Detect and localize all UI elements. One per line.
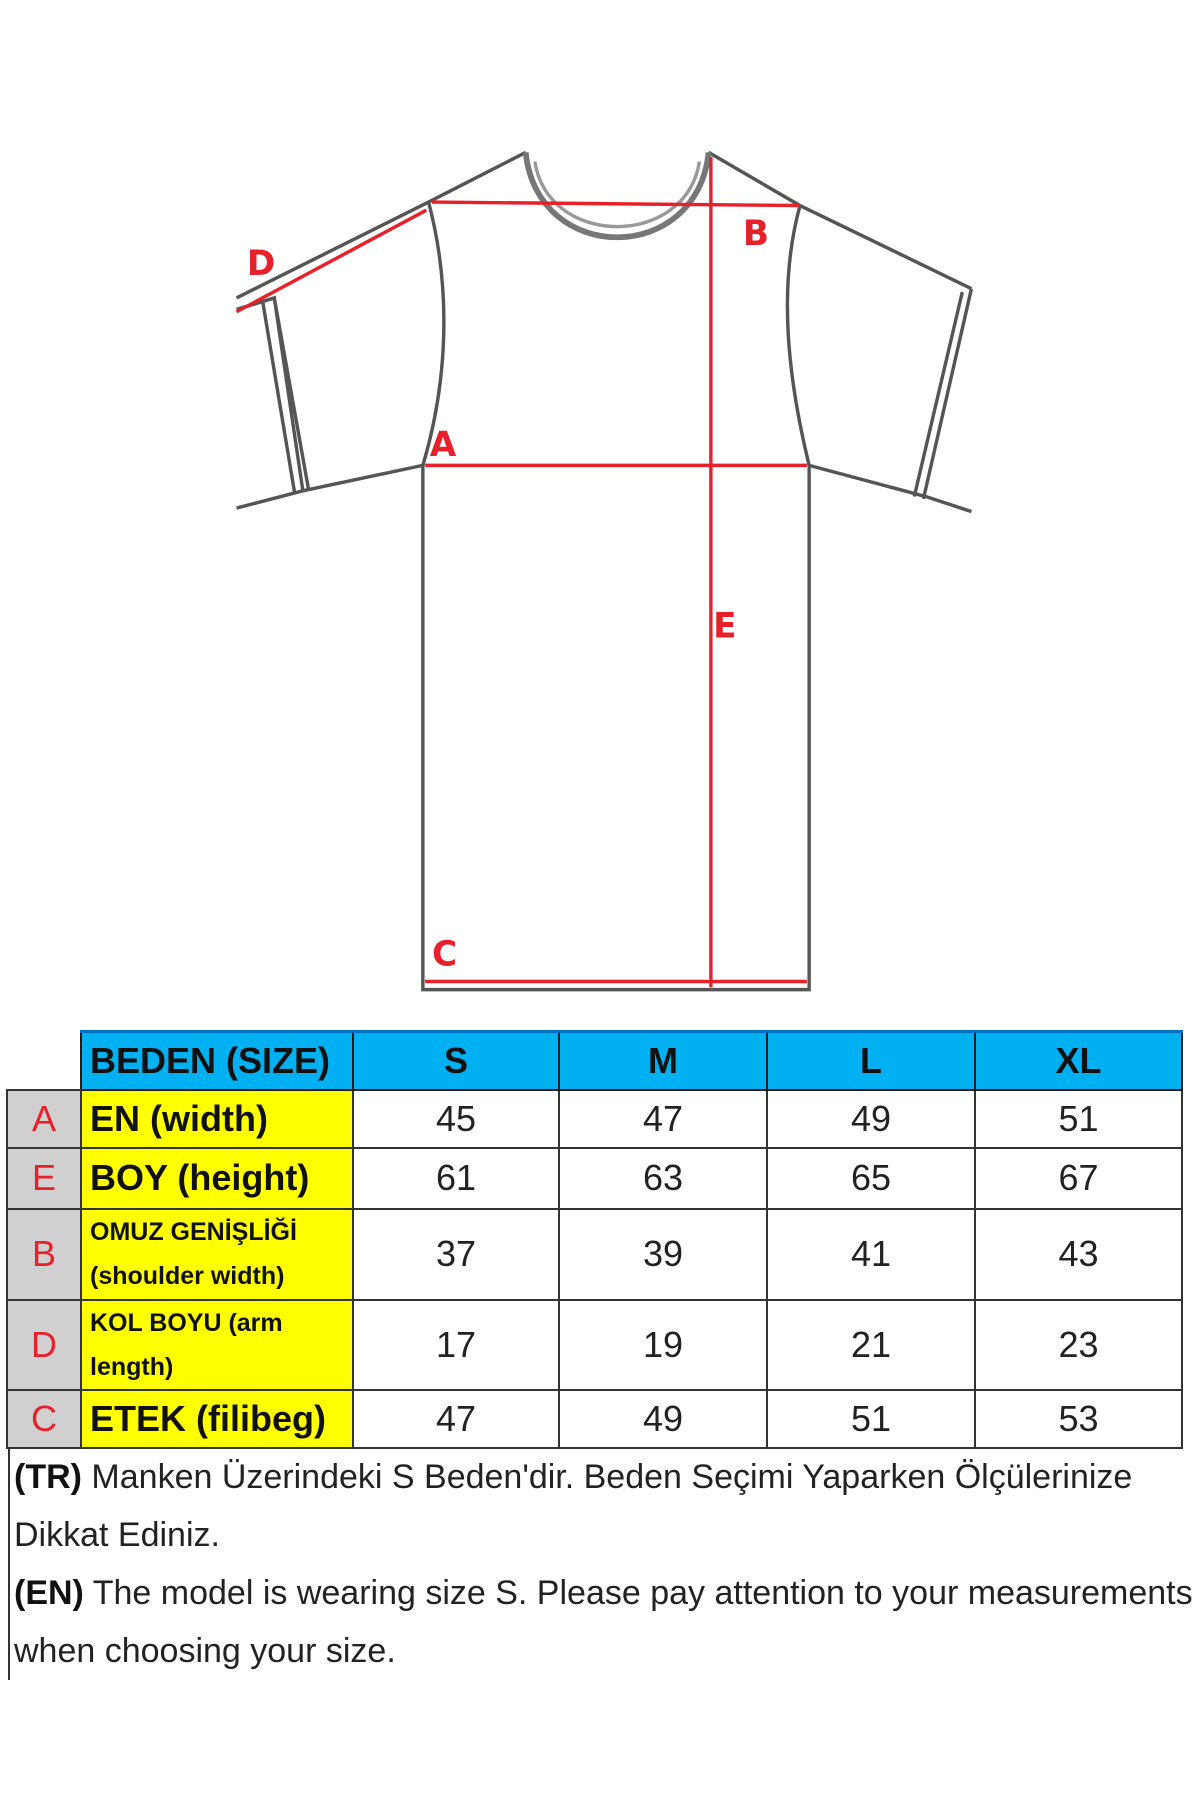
size-header-l: L: [766, 1030, 976, 1091]
cell: 19: [558, 1298, 768, 1391]
label-b: B: [743, 214, 769, 254]
cell: 63: [558, 1146, 768, 1210]
row-letter: B: [6, 1207, 82, 1301]
cell: 43: [974, 1207, 1183, 1301]
cell: 39: [558, 1207, 768, 1301]
cell: 51: [766, 1388, 976, 1449]
cell: 17: [352, 1298, 560, 1391]
row-label: BOY (height): [80, 1146, 354, 1210]
blank-cell: [7, 1031, 81, 1091]
row-letter: C: [6, 1388, 82, 1449]
label-a: A: [430, 425, 457, 465]
label-e: E: [713, 606, 736, 646]
label-c: C: [432, 934, 457, 974]
cell: 47: [558, 1088, 768, 1149]
note-en: (EN) The model is wearing size S. Please…: [14, 1564, 1194, 1680]
size-header-label: BEDEN (SIZE): [80, 1030, 354, 1091]
row-label: KOL BOYU (arm length): [80, 1298, 354, 1391]
table-row: D KOL BOYU (arm length) 17 19 21 23: [6, 1298, 1183, 1391]
row-label: OMUZ GENİŞLİĞİ (shoulder width): [80, 1207, 354, 1301]
note-en-tag: (EN): [14, 1574, 84, 1612]
row-label: EN (width): [80, 1088, 354, 1149]
cell: 21: [766, 1298, 976, 1391]
note-tr-text: Manken Üzerindeki S Beden'dir. Beden Seç…: [14, 1458, 1133, 1554]
cell: 67: [974, 1146, 1183, 1210]
row-letter: A: [6, 1088, 82, 1149]
cell: 49: [766, 1088, 976, 1149]
measurement-lines: [235, 157, 807, 988]
note-tr: (TR) Manken Üzerindeki S Beden'dir. Bede…: [14, 1448, 1194, 1564]
cell: 23: [974, 1298, 1183, 1391]
cell: 51: [974, 1088, 1183, 1149]
note-en-text: The model is wearing size S. Please pay …: [14, 1574, 1193, 1670]
row-letter: E: [6, 1146, 82, 1210]
cell: 47: [352, 1388, 560, 1449]
header-row: BEDEN (SIZE) S M L XL: [7, 1030, 1183, 1091]
row-letter: D: [6, 1298, 82, 1391]
cell: 41: [766, 1207, 976, 1301]
tshirt-measurement-diagram: B D A E C: [235, 150, 974, 992]
note-tr-tag: (TR): [14, 1458, 82, 1496]
cell: 49: [558, 1388, 768, 1449]
size-chart-table: BEDEN (SIZE) S M L XL A EN (width) 45 47…: [6, 1030, 1183, 1449]
cell: 53: [974, 1388, 1183, 1449]
cell: 37: [352, 1207, 560, 1301]
label-d: D: [247, 244, 275, 284]
row-label: ETEK (filibeg): [80, 1388, 354, 1449]
cell: 65: [766, 1146, 976, 1210]
size-header-xl: XL: [974, 1030, 1183, 1091]
size-header-m: M: [558, 1030, 768, 1091]
cell: 61: [352, 1146, 560, 1210]
size-notes: (TR) Manken Üzerindeki S Beden'dir. Bede…: [8, 1448, 1194, 1680]
table-row: B OMUZ GENİŞLİĞİ (shoulder width) 37 39 …: [6, 1207, 1183, 1301]
table-row: A EN (width) 45 47 49 51: [6, 1088, 1183, 1149]
table-row: E BOY (height) 61 63 65 67: [6, 1146, 1183, 1210]
size-header-s: S: [352, 1030, 560, 1091]
tshirt-outline: [235, 150, 974, 992]
table-row: C ETEK (filibeg) 47 49 51 53: [6, 1388, 1183, 1449]
cell: 45: [352, 1088, 560, 1149]
